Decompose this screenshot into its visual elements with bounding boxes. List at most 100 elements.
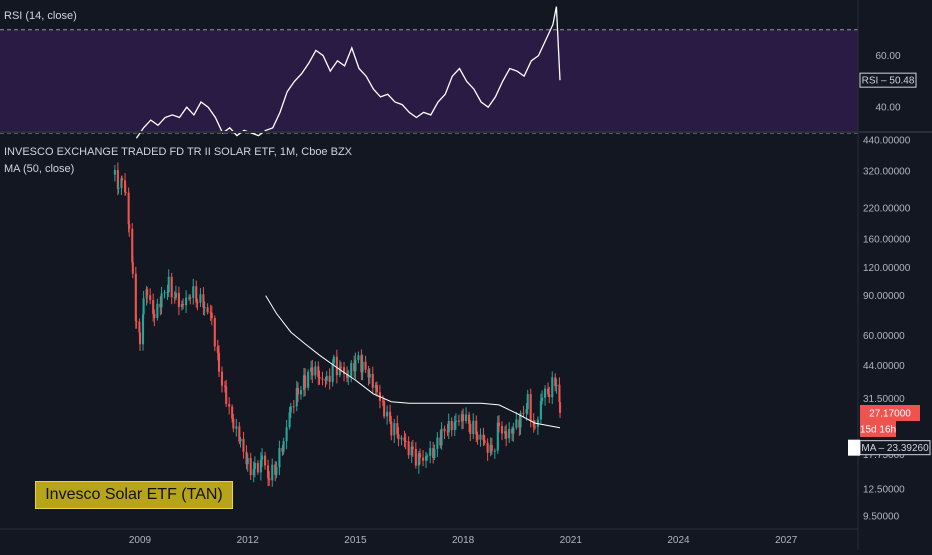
rsi-pane [0, 7, 858, 139]
candle-body [544, 389, 546, 398]
candle-body [555, 385, 557, 386]
price-tick-label: 160.00000 [863, 235, 911, 246]
candle-body [462, 414, 464, 421]
candle-body [153, 314, 155, 318]
candle-body [321, 379, 323, 380]
candle-body [232, 419, 234, 429]
candle-body [429, 448, 431, 456]
candle-body [551, 377, 553, 397]
time-tick-label: 2009 [129, 535, 152, 546]
candle [178, 287, 180, 315]
caption-box: Invesco Solar ETF (TAN) [35, 481, 233, 509]
candle-body [484, 440, 486, 443]
candle-body [225, 386, 227, 404]
candle-body [512, 428, 514, 434]
candle-body [369, 374, 371, 377]
candle-body [125, 192, 127, 193]
rsi-value-tag: RSI – 50.48 [860, 73, 916, 87]
candle-body [297, 388, 299, 394]
candle-body [400, 438, 402, 440]
candle [207, 303, 209, 314]
candle-body [390, 421, 392, 435]
time-tick-label: 2018 [452, 535, 475, 546]
candle-body [161, 293, 163, 307]
candle-body [487, 443, 489, 453]
candle [408, 436, 410, 458]
candle-body [228, 404, 230, 407]
candle-body [254, 463, 256, 469]
candle-body [530, 394, 532, 420]
price-tick-label: 320.00000 [863, 167, 911, 178]
candle [350, 360, 352, 382]
candle-body [211, 313, 213, 318]
candle [156, 299, 158, 321]
close-price-tag: 27.17000 [860, 405, 920, 421]
candle-body [472, 421, 474, 434]
candle [472, 413, 474, 439]
rsi-value-tag-text: RSI – 50.48 [862, 76, 915, 87]
candle [286, 420, 288, 449]
candle [278, 441, 280, 475]
candle-body [469, 424, 471, 434]
candle-body [247, 458, 249, 464]
price-pane [114, 163, 561, 487]
candle [171, 273, 173, 304]
candle-body [192, 286, 194, 298]
candle-body [548, 394, 550, 397]
candle [436, 432, 438, 457]
price-tick-label: 9.50000 [863, 512, 900, 523]
candle-body [491, 445, 493, 451]
candle-body [261, 456, 263, 460]
rsi-indicator-label[interactable]: RSI (14, close) [4, 10, 77, 22]
candle-body [479, 435, 481, 440]
candle [429, 441, 431, 463]
candle-body [505, 431, 507, 438]
candle [522, 406, 524, 418]
candle-body [451, 421, 453, 430]
candle [293, 400, 295, 414]
candle-body [329, 376, 331, 382]
ma-value-tag: MA – 23.39260 [848, 440, 930, 456]
candle [501, 421, 503, 440]
candle-body [293, 406, 295, 407]
time-tick-label: 2012 [237, 535, 260, 546]
candle [314, 361, 316, 379]
price-tick-label: 60.00000 [863, 331, 905, 342]
candle-body [132, 262, 134, 274]
candle [300, 386, 302, 400]
candle [487, 438, 489, 460]
candle [271, 459, 273, 487]
ma-indicator-label[interactable]: MA (50, close) [4, 163, 74, 175]
candle [114, 165, 116, 181]
candle [393, 419, 395, 443]
candle [544, 385, 546, 406]
candle-body [522, 413, 524, 414]
candle [199, 288, 201, 307]
candle-body [393, 423, 395, 435]
candle [508, 422, 510, 443]
candle-body [448, 421, 450, 432]
candle-body [242, 439, 244, 452]
price-tick-label: 44.00000 [863, 361, 905, 372]
candle-body [204, 307, 206, 308]
candle-body [350, 363, 352, 377]
candle-body [415, 449, 417, 466]
candle-body [326, 376, 328, 381]
candle-body [278, 448, 280, 467]
candle [444, 426, 446, 439]
candle [451, 417, 453, 436]
candle-body [441, 429, 443, 446]
candle-body [290, 406, 292, 412]
candle-body [117, 188, 119, 189]
candle-body [221, 372, 223, 386]
time-tick-label: 2027 [775, 535, 798, 546]
candle-body [314, 366, 316, 375]
candle-body [494, 451, 496, 452]
candle-body [376, 385, 378, 392]
rsi-tick-label: 40.00 [875, 103, 900, 114]
candle [250, 453, 252, 480]
candle-body [412, 447, 414, 449]
candle-body [515, 420, 517, 428]
candle-body [347, 377, 349, 378]
candle [307, 369, 309, 390]
